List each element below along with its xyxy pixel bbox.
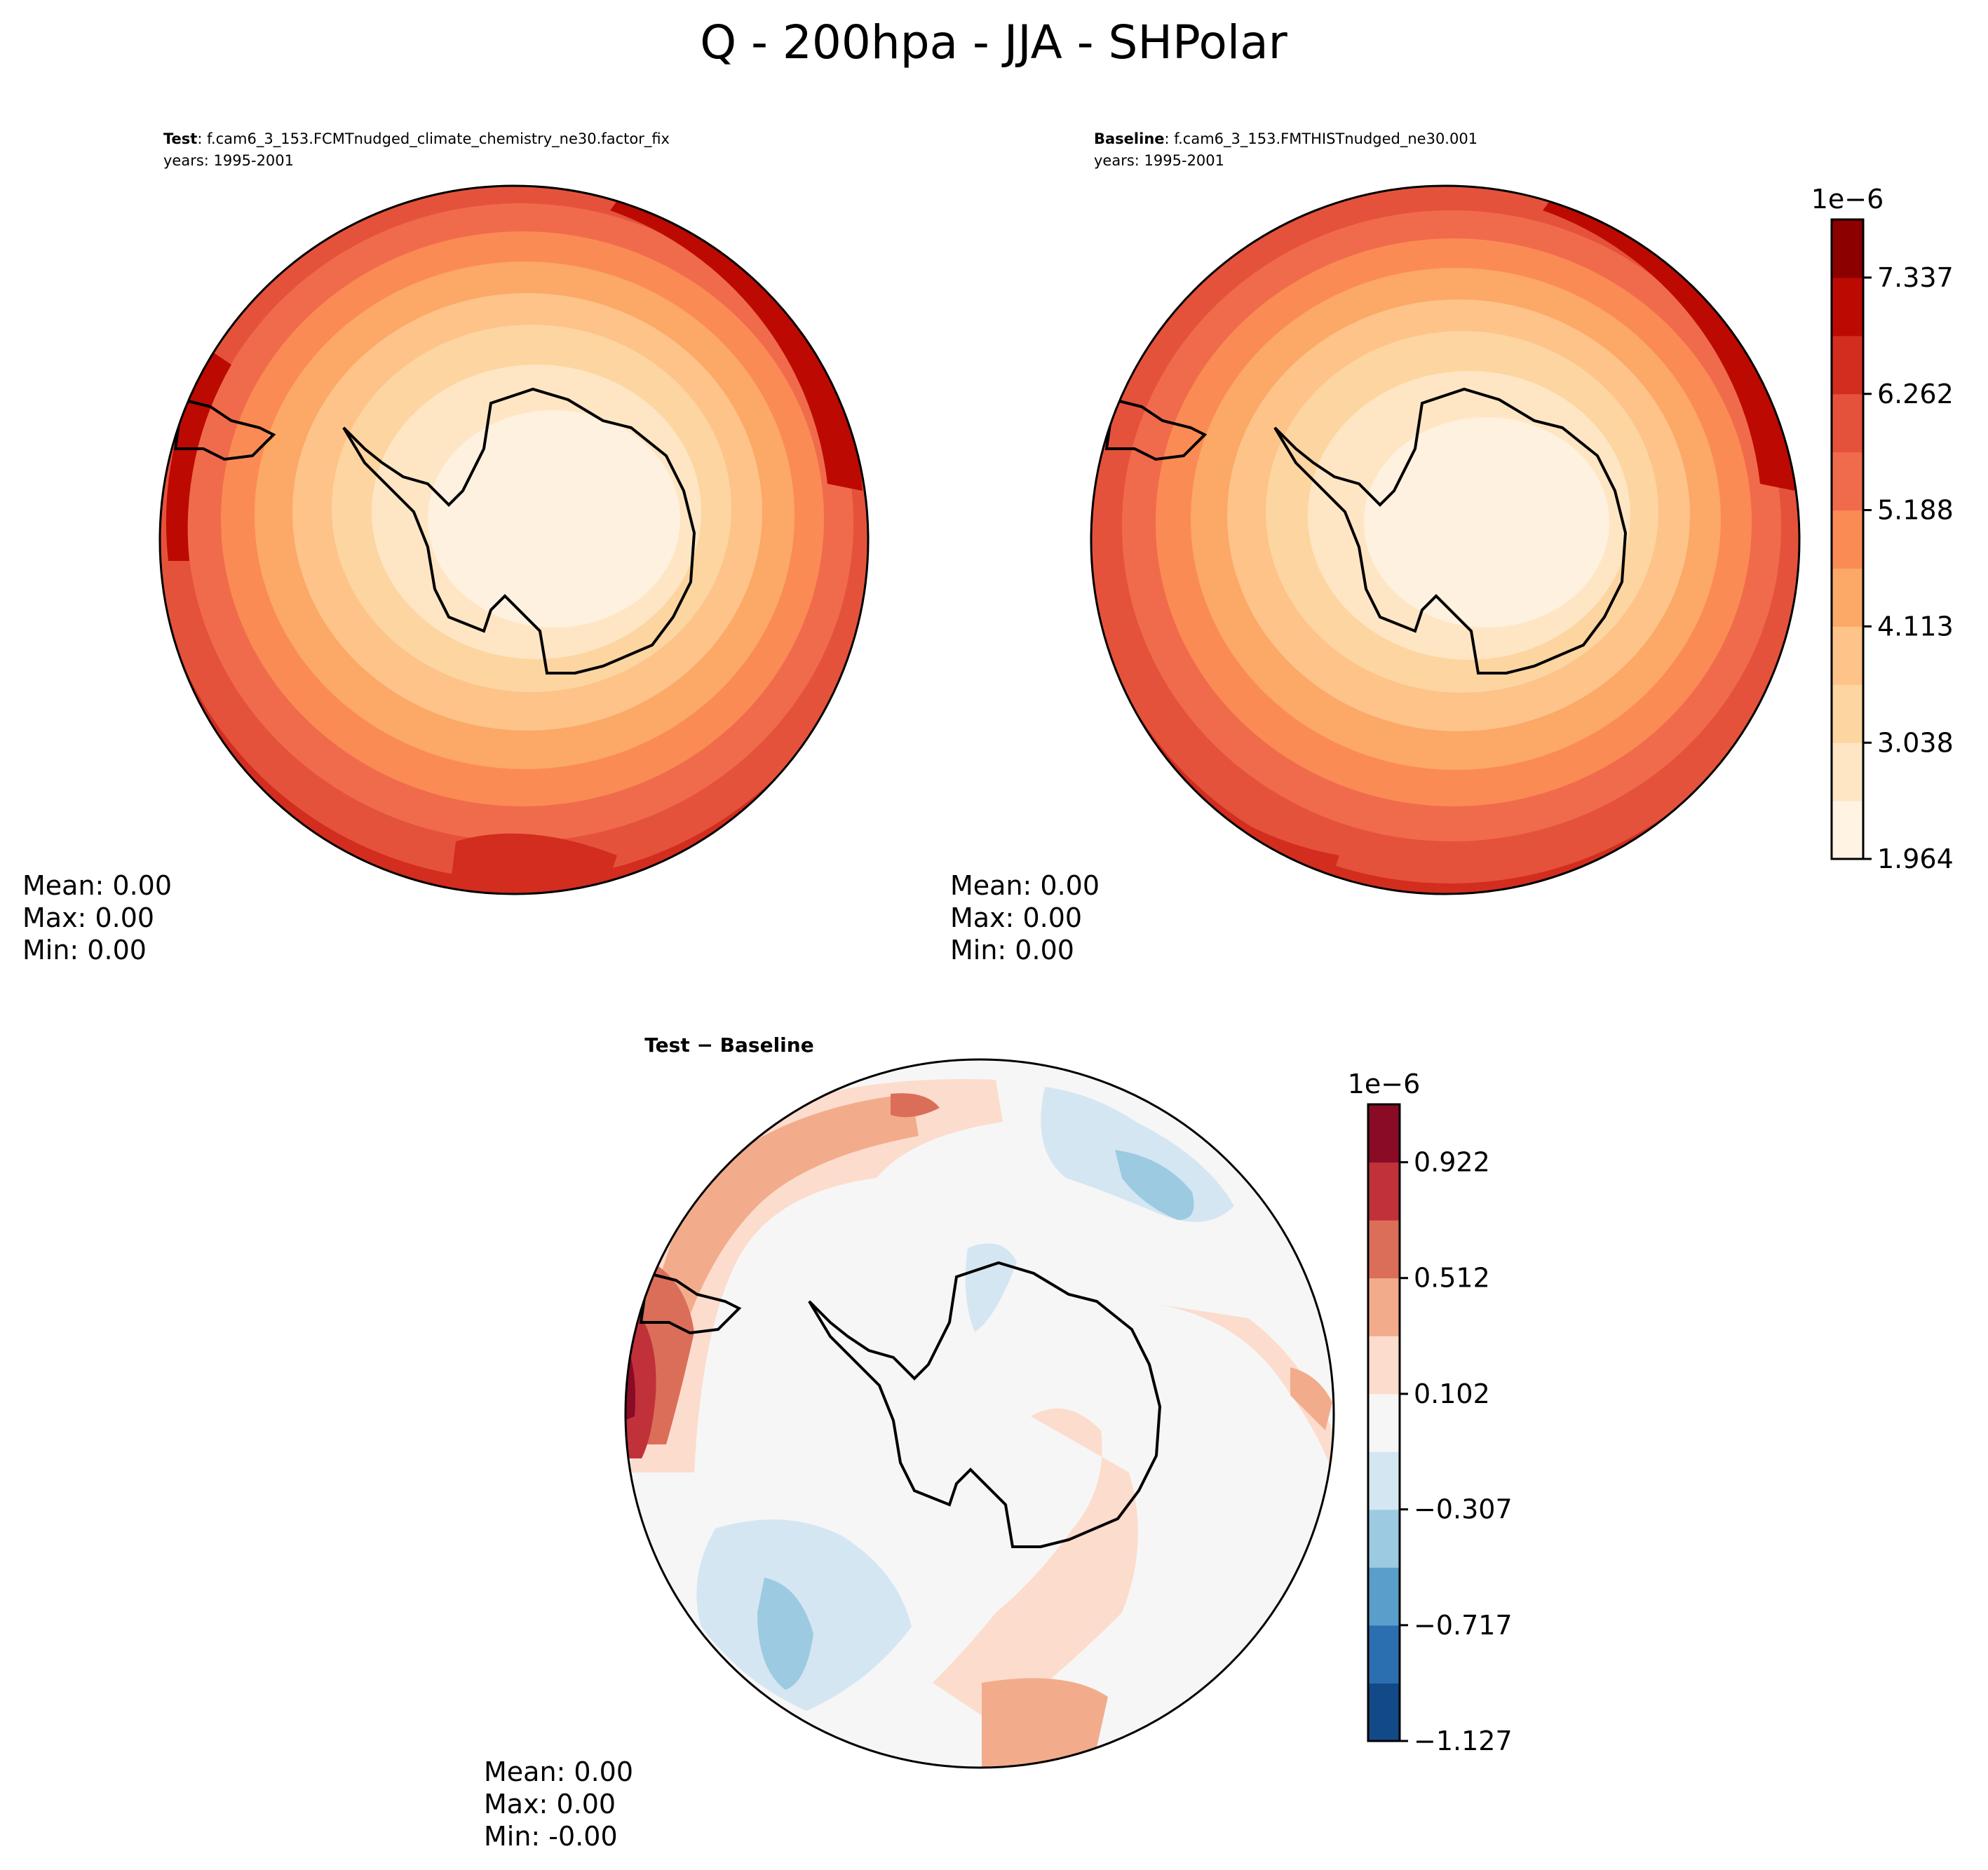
colorbar-top-outline [1830,218,1865,860]
colorbar-top-tick-label: 4.113 [1877,611,1954,642]
colorbar-bottom-segment [1368,1220,1400,1279]
colorbar-bottom: −1.127 −0.717 −0.307 0.102 0.512 0.922 1e−6 [1348,1069,1513,1756]
test-stat-mean: Mean: 0.00 [22,870,172,901]
colorbar-top-segment [1832,626,1863,685]
panel-diff: Test − Baseline Mean: 0.00 Max: 0.00 Min… [484,1034,1513,1852]
diff-stat-min: Min: -0.00 [484,1821,618,1852]
colorbar-bottom-multiplier: 1e−6 [1348,1069,1421,1099]
panel-baseline: Baseline: f.cam6_3_153.FMTHISTnudged_ne3… [950,130,1954,966]
colorbar-bottom-segment [1368,1683,1400,1742]
test-stat-min: Min: 0.00 [22,935,147,966]
diff-map-boundary [624,1058,1335,1769]
colorbar-bottom-segment [1368,1162,1400,1221]
panel-test-years: years: 1995-2001 [163,152,294,169]
colorbar-top-segment [1832,452,1863,511]
colorbar-top-segment [1832,393,1863,453]
baseline-coastline [1104,387,1628,675]
diff-stat-max: Max: 0.00 [484,1789,616,1820]
baseline-map-boundary [1090,184,1801,895]
colorbar-top-segment [1832,743,1863,801]
panel-diff-label: Test − Baseline [644,1034,813,1057]
panel-test-label-bold: Test [163,130,197,147]
panel-test: Test: f.cam6_3_153.FCMTnudged_climate_ch… [22,130,870,966]
colorbar-bottom-tick-label: 0.102 [1414,1378,1490,1409]
colorbar-top-tick-label: 5.188 [1877,494,1954,525]
test-map-boundary [158,184,870,895]
colorbar-top-tick-label: 6.262 [1877,379,1954,409]
colorbar-bottom-segment [1368,1278,1400,1336]
test-coastline [173,387,696,675]
colorbar-bottom-segment [1368,1509,1400,1568]
colorbar-bottom-tick-label: −1.127 [1414,1726,1513,1756]
diff-contour-map [626,1059,1334,1768]
panel-baseline-years: years: 1995-2001 [1094,152,1224,169]
colorbar-bottom-outline [1367,1103,1401,1742]
colorbar-top: 1.964 3.038 4.113 5.188 6.262 7.337 1e−6 [1811,184,1954,874]
colorbar-top-segment [1832,219,1863,278]
colorbar-bottom-segment [1368,1104,1400,1163]
colorbar-bottom-tick-label: 0.922 [1414,1147,1490,1178]
figure-title: Q - 200hpa - JJA - SHPolar [700,15,1287,69]
test-stat-max: Max: 0.00 [22,902,154,933]
baseline-stat-min: Min: 0.00 [950,935,1074,966]
colorbar-top-tick-label: 1.964 [1877,843,1954,874]
colorbar-bottom-segment [1368,1451,1400,1510]
panel-test-label: Test: f.cam6_3_153.FCMTnudged_climate_ch… [163,130,670,148]
colorbar-bottom-tick-label: 0.512 [1414,1263,1490,1294]
colorbar-bottom-tick-label: −0.307 [1414,1494,1513,1525]
baseline-stat-max: Max: 0.00 [950,902,1082,933]
baseline-stat-mean: Mean: 0.00 [950,870,1100,901]
colorbar-top-segment [1832,277,1863,337]
panel-baseline-label-rest: : f.cam6_3_153.FMTHISTnudged_ne30.001 [1165,130,1478,148]
colorbar-top-segment [1832,335,1863,395]
colorbar-bottom-tick-label: −0.717 [1414,1610,1513,1641]
panel-baseline-label-bold: Baseline [1094,130,1165,147]
colorbar-bottom-segment [1368,1567,1400,1626]
diff-stat-mean: Mean: 0.00 [484,1756,633,1787]
colorbar-top-multiplier: 1e−6 [1811,184,1884,215]
colorbar-bottom-segment [1368,1625,1400,1683]
colorbar-top-segment [1832,568,1863,627]
panel-baseline-label: Baseline: f.cam6_3_153.FMTHISTnudged_ne3… [1094,130,1478,148]
colorbar-top-segment [1832,684,1863,743]
colorbar-bottom-segment [1368,1336,1400,1395]
test-contour-map [160,186,868,894]
diff-coastline [639,1261,1162,1548]
colorbar-top-tick-label: 7.337 [1877,262,1954,293]
colorbar-top-segment [1832,801,1863,860]
colorbar-top-tick-label: 3.038 [1877,727,1954,758]
colorbar-bottom-segment [1368,1393,1400,1452]
colorbar-top-segment [1832,510,1863,569]
panel-test-label-rest: : f.cam6_3_153.FCMTnudged_climate_chemis… [197,130,670,148]
baseline-contour-map [1091,186,1799,894]
